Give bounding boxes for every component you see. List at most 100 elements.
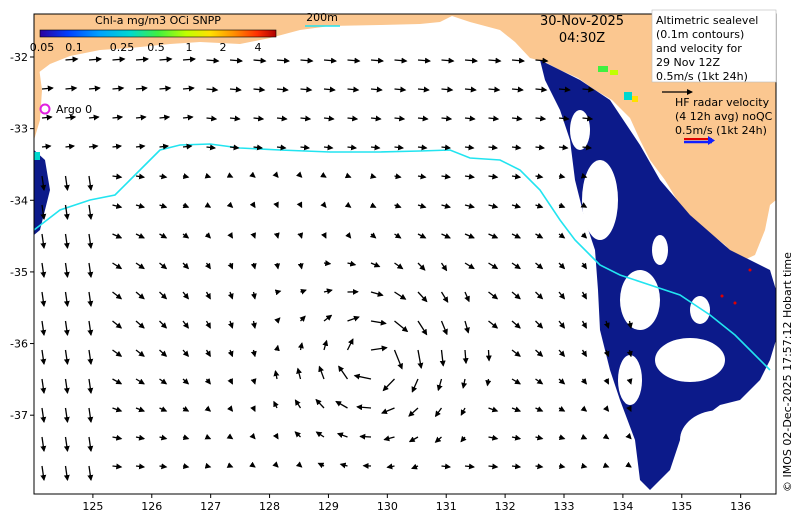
current-vector-arrow xyxy=(488,463,499,470)
current-vector-arrow xyxy=(315,398,325,409)
land-mass xyxy=(34,14,776,262)
current-vector-arrow xyxy=(323,288,333,295)
current-vector-arrow xyxy=(159,262,168,270)
current-vector-arrow xyxy=(347,57,361,64)
current-vector-arrow xyxy=(226,201,234,208)
current-vector-arrow xyxy=(112,434,123,441)
current-vector-arrow xyxy=(464,262,475,270)
colorbar-tick-label: 0.1 xyxy=(65,41,83,54)
y-axis: -32 -33 -34 -35 -36 -37 xyxy=(10,51,34,422)
time-label: 04:30Z xyxy=(559,31,605,46)
current-vector-arrow xyxy=(159,56,173,63)
current-vector-arrow xyxy=(394,173,402,180)
current-vector-arrow xyxy=(226,433,234,440)
current-vector-arrow xyxy=(227,232,233,239)
colorbar-tick-label: 0.25 xyxy=(110,41,135,54)
current-vector-arrow xyxy=(322,339,329,351)
current-vector-arrow xyxy=(229,86,242,93)
current-vector-arrow xyxy=(347,115,359,122)
current-vector-arrow xyxy=(159,143,170,150)
current-vector-arrow xyxy=(581,349,587,358)
current-vector-arrow xyxy=(417,320,428,336)
current-vector-arrow xyxy=(511,173,522,180)
y-tick-label: -37 xyxy=(10,409,28,422)
current-vector-arrow xyxy=(65,143,76,150)
current-vector-arrow xyxy=(276,144,287,151)
current-vector-arrow xyxy=(159,434,168,441)
current-vector-arrow xyxy=(296,367,302,380)
current-vector-arrow xyxy=(394,57,408,64)
current-vector-arrow xyxy=(274,289,282,296)
current-vector-arrow xyxy=(272,171,279,178)
current-vector-arrow xyxy=(336,432,348,439)
current-vector-arrow xyxy=(159,320,168,329)
current-vector-arrow xyxy=(112,173,123,180)
current-vector-arrow xyxy=(253,115,265,122)
current-vector-arrow xyxy=(63,349,70,365)
current-vector-arrow xyxy=(204,405,212,412)
current-vector-arrow xyxy=(251,320,257,329)
current-vector-arrow xyxy=(535,320,544,329)
current-vector-arrow xyxy=(464,173,475,180)
alt-line-2: (0.1m contours) xyxy=(656,28,744,41)
current-vector-arrow xyxy=(535,144,546,151)
current-vector-arrow xyxy=(511,57,525,64)
current-vector-arrow xyxy=(441,173,452,180)
current-vector-arrow xyxy=(344,201,352,208)
current-vector-arrow xyxy=(112,233,123,239)
current-vector-arrow xyxy=(135,406,146,413)
x-tick-label: 134 xyxy=(612,500,633,513)
current-vector-arrow xyxy=(135,173,146,180)
current-vector-arrow xyxy=(87,349,94,365)
current-vector-arrow xyxy=(112,114,124,121)
colorbar-tick-label: 1 xyxy=(186,41,193,54)
y-tick-label: -32 xyxy=(10,51,28,64)
current-vector-arrow xyxy=(347,315,360,322)
colorbar: Chl-a mg/m3 OCi SNPP 0.05 0.1 0.25 0.5 1 2 4 xyxy=(30,14,277,54)
current-vector-arrow xyxy=(273,370,280,380)
current-vector-arrow xyxy=(434,436,442,443)
current-vector-arrow xyxy=(417,144,428,151)
current-vector-arrow xyxy=(112,291,123,300)
current-vector-arrow xyxy=(603,349,610,358)
date-label: 30-Nov-2025 xyxy=(540,14,624,29)
current-vector-arrow xyxy=(229,57,243,64)
coastal-chl-highs xyxy=(34,66,638,160)
current-vector-arrow xyxy=(182,463,190,470)
current-vector-arrow xyxy=(272,461,279,468)
current-vector-arrow xyxy=(112,262,123,270)
current-vector-arrow xyxy=(370,115,382,122)
current-vector-arrow xyxy=(112,56,126,63)
alt-line-4: 29 Nov 12Z xyxy=(656,56,720,69)
current-vector-arrow xyxy=(227,291,234,300)
current-vector-arrow xyxy=(250,405,256,413)
current-vector-arrow xyxy=(488,86,501,93)
current-vector-arrow xyxy=(441,463,452,470)
argo-label: Argo 0 xyxy=(56,103,92,116)
current-vector-arrow xyxy=(88,56,102,63)
current-vector-arrow xyxy=(462,349,469,365)
current-vector-arrow xyxy=(182,320,189,329)
current-vector-arrow xyxy=(205,291,211,300)
current-vector-arrow xyxy=(182,349,190,358)
x-tick-label: 136 xyxy=(730,500,751,513)
current-vector-arrow xyxy=(464,203,475,209)
current-vector-arrow xyxy=(511,262,521,270)
credit-text: © IMOS 02-Dec-2025 17:57:12 Hobart time xyxy=(781,252,794,492)
current-vector-arrow xyxy=(295,461,303,468)
current-vector-arrow xyxy=(582,86,595,93)
current-vector-arrow xyxy=(300,86,313,93)
current-vector-arrow xyxy=(250,262,257,270)
current-vector-arrow xyxy=(227,349,234,358)
current-vector-arrow xyxy=(250,378,257,385)
current-vector-arrow xyxy=(135,463,146,470)
current-vector-arrow xyxy=(40,465,47,481)
current-vector-arrow xyxy=(182,434,190,441)
current-vector-arrow xyxy=(276,86,289,93)
current-vector-arrow xyxy=(511,406,522,413)
y-tick-label: -33 xyxy=(10,123,28,136)
current-vector-arrow xyxy=(339,462,348,469)
current-vector-arrow xyxy=(227,262,234,270)
hf-line-1: HF radar velocity xyxy=(675,96,770,109)
y-tick-label: -36 xyxy=(10,338,28,351)
